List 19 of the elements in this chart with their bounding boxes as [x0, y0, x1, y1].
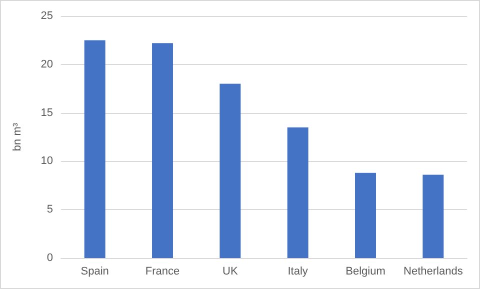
x-tick-label: Netherlands: [404, 266, 464, 278]
bar: [287, 127, 308, 258]
y-tick-label: 20: [40, 58, 53, 70]
x-tick-label: Italy: [288, 266, 308, 278]
y-tick-label: 25: [40, 10, 53, 22]
y-tick-label: 0: [46, 252, 53, 264]
x-tick-label: Spain: [80, 266, 109, 278]
bar: [152, 43, 173, 258]
bar: [422, 174, 444, 258]
x-tick-label: Belgium: [346, 266, 386, 278]
bar: [220, 84, 241, 258]
y-tick-label: 15: [40, 106, 53, 119]
x-tick-label: France: [145, 266, 180, 278]
bar: [84, 40, 106, 258]
x-tick-label: UK: [222, 266, 238, 278]
y-tick-label: 10: [40, 155, 53, 168]
y-tick-label: 5: [46, 204, 53, 216]
y-axis-title: bn m³: [12, 122, 24, 152]
bar: [355, 172, 376, 258]
